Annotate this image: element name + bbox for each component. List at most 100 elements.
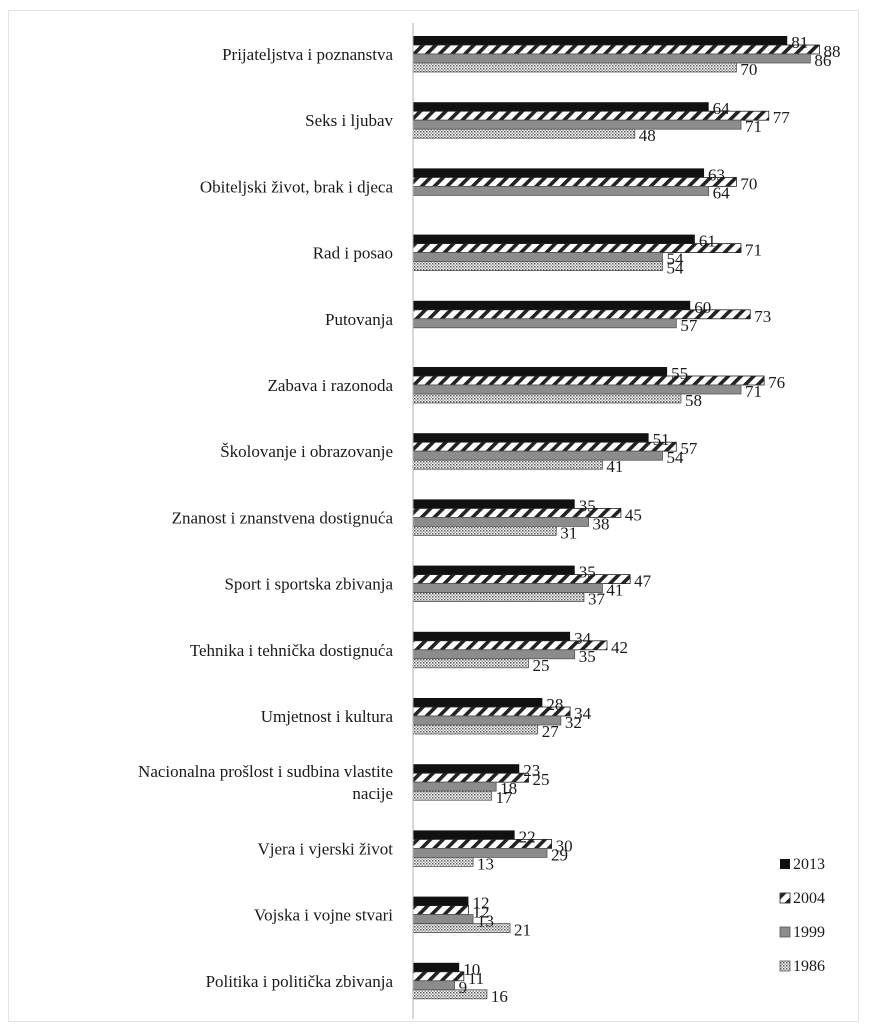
bar-2013 [413, 36, 788, 45]
category-label: Obiteljski život, brak i djeca [200, 177, 394, 196]
data-label: 32 [565, 713, 582, 732]
data-label: 23 [523, 761, 540, 780]
data-label: 25 [533, 656, 550, 675]
category-label: Znanost i znanstvena dostignuća [172, 508, 394, 527]
category-label: Tehnika i tehnička dostignuća [190, 641, 394, 660]
data-label: 54 [666, 259, 684, 278]
data-label: 81 [791, 33, 808, 52]
bar-1986 [412, 526, 557, 536]
bar-2013 [413, 698, 543, 707]
data-label: 57 [680, 316, 698, 335]
chart-frame: Prijateljstva i poznanstva Seks i ljubav O… [8, 10, 859, 1022]
bar-1986 [412, 128, 636, 139]
category-label: Seks i ljubav [305, 111, 393, 130]
bar-2004 [412, 574, 631, 584]
data-label: 13 [477, 912, 494, 931]
bar-2004 [412, 971, 465, 982]
bar-2013 [413, 631, 571, 641]
category-label: Nacionalna prošlost i sudbina vlastite na… [138, 762, 393, 803]
data-label: 58 [685, 391, 702, 410]
data-label: 22 [519, 827, 536, 846]
bar-2013 [413, 168, 705, 178]
bar-2013 [413, 896, 469, 906]
data-label: 18 [500, 779, 517, 798]
legend-label: 1999 [793, 924, 825, 941]
bar-1999 [412, 914, 474, 924]
bar-1999 [412, 781, 497, 792]
data-label: 37 [588, 590, 606, 609]
bar-1986 [412, 592, 585, 602]
bar-2013 [413, 499, 575, 509]
data-label: 29 [551, 845, 568, 864]
bar-1986 [412, 857, 474, 867]
data-label: 12 [472, 903, 489, 922]
bar-2013 [413, 962, 460, 972]
data-label: 61 [699, 232, 716, 251]
bar-1999 [412, 649, 576, 660]
bar-1999 [412, 318, 677, 329]
data-label: 55 [671, 364, 688, 383]
bar-1986 [412, 724, 539, 735]
legend-swatch-2004 [779, 892, 791, 904]
category-label: Školovanje i obrazovanje [220, 442, 393, 461]
data-label: 57 [680, 439, 698, 458]
data-label: 42 [611, 638, 628, 657]
data-label: 21 [514, 921, 531, 940]
data-label: 30 [556, 836, 573, 855]
legend: 2013 2004 1999 1986 [779, 856, 825, 975]
data-label: 27 [542, 722, 560, 741]
data-label: 77 [773, 108, 791, 127]
category-label: Putovanja [325, 310, 393, 329]
bar-2013 [413, 234, 695, 244]
bar-1999 [412, 980, 455, 991]
bar-2013 [413, 300, 691, 310]
data-label: 64 [713, 99, 731, 118]
bar-2013 [413, 102, 709, 112]
category-label: Rad i posao [313, 244, 393, 263]
bar-2004 [412, 441, 677, 452]
bar-1986 [412, 923, 511, 933]
legend-swatch-2013 [780, 859, 790, 869]
data-label: 12 [472, 894, 489, 913]
bar-1999 [412, 119, 742, 130]
category-label: Vjera i vjerski život [258, 839, 394, 858]
bar-1999 [412, 583, 603, 593]
bar-2004 [412, 375, 765, 386]
bar-2013 [413, 433, 649, 443]
legend-swatch-1999 [779, 926, 791, 938]
data-label: 73 [754, 307, 771, 326]
data-label: 28 [546, 695, 563, 714]
data-label: 38 [593, 514, 610, 533]
data-label: 35 [579, 647, 596, 666]
bar-2004 [412, 44, 820, 55]
data-label: 88 [824, 42, 841, 61]
data-label: 48 [639, 126, 656, 145]
bar-1986 [412, 261, 663, 272]
bar-1999 [412, 185, 710, 196]
data-label: 35 [579, 496, 596, 515]
bar-chart: Prijateljstva i poznanstva Seks i ljubav O… [138, 23, 841, 1019]
data-label: 34 [574, 629, 592, 648]
data-label: 70 [740, 174, 757, 193]
legend-swatch-1986 [779, 960, 791, 972]
bar-1986 [412, 459, 603, 470]
bar-1986 [412, 790, 492, 801]
category-label: Prijateljstva i poznanstva [222, 45, 393, 64]
bar-series [412, 36, 820, 1000]
data-label: 54 [666, 250, 684, 269]
bar-2013 [413, 830, 515, 840]
data-label: 51 [653, 430, 670, 449]
data-label: 86 [814, 51, 831, 70]
data-label: 64 [713, 183, 731, 202]
category-label: Umjetnost i kultura [261, 707, 394, 726]
data-label: 71 [745, 382, 762, 401]
bar-2013 [413, 764, 520, 774]
data-label: 41 [606, 581, 623, 600]
data-label: 13 [477, 854, 494, 873]
category-label: Politika i politička zbivanja [206, 972, 394, 991]
category-label: Vojska i vojne stvari [254, 906, 393, 925]
data-label: 45 [625, 505, 642, 524]
bar-2013 [413, 367, 668, 376]
bar-1986 [412, 393, 682, 404]
